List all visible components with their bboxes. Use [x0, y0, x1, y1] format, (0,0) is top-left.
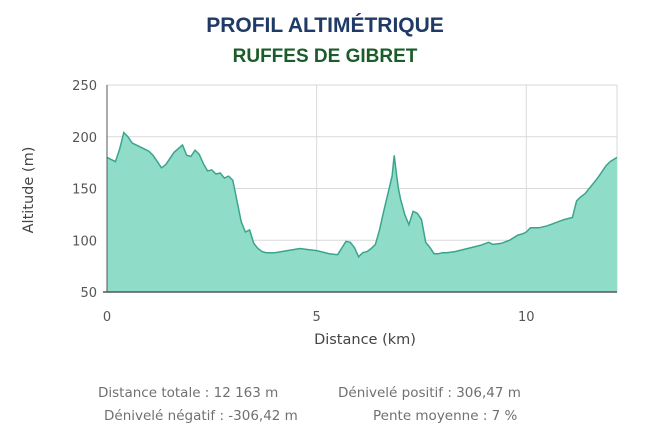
stat-pente-moyenne: Pente moyenne : 7 % [373, 408, 518, 424]
x-tick-label: 5 [313, 310, 321, 325]
x-tick-label: 0 [103, 310, 111, 325]
x-tick-label: 10 [518, 310, 535, 325]
chart-subtitle: RUFFES DE GIBRET [232, 46, 418, 67]
y-tick-label: 100 [72, 234, 97, 249]
elevation-area [107, 132, 617, 292]
y-tick-label: 150 [72, 183, 97, 198]
x-axis-label: Distance (km) [314, 332, 416, 348]
elevation-line [106, 131, 618, 259]
y-tick-labels: 50 100 150 200 250 [72, 79, 97, 301]
x-tick-labels: 0 5 10 [103, 310, 535, 325]
y-axis-label: Altitude (m) [21, 147, 37, 234]
elevation-chart: 50 100 150 200 250 0 5 10 Distance (km) Altitu… [21, 79, 618, 348]
chart-axes [103, 85, 617, 293]
stat-denivele-negatif: Dénivelé négatif : -306,42 m [104, 408, 298, 424]
stat-denivele-positif: Dénivelé positif : 306,47 m [338, 385, 521, 401]
y-tick-label: 200 [72, 131, 97, 146]
stat-distance-totale: Distance totale : 12 163 m [98, 385, 279, 401]
y-tick-label: 50 [80, 286, 97, 301]
chart-title: PROFIL ALTIMÉTRIQUE [206, 14, 444, 37]
y-tick-label: 250 [72, 79, 97, 94]
